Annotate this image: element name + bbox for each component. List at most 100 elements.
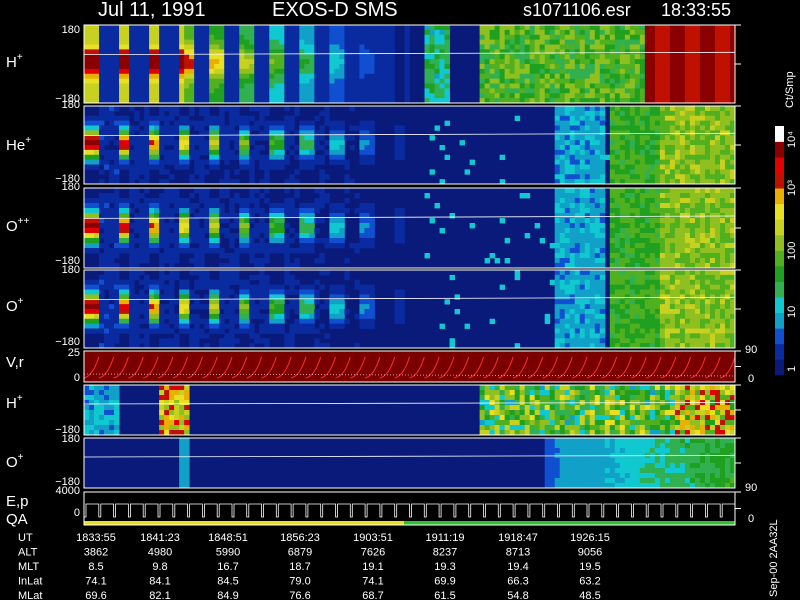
- panel-1-cell: [639, 68, 646, 75]
- panel-2-cell: [234, 115, 240, 122]
- panel-2-cell: [234, 179, 240, 185]
- panel-1-cell: [549, 88, 556, 94]
- panel-1-cell: [489, 59, 496, 65]
- panel-2-cell: [334, 140, 340, 146]
- panel-1-cell: [539, 93, 546, 99]
- panel-2-cell: [259, 154, 265, 161]
- panel-3-cell: [339, 243, 345, 249]
- panel-1-cell: [159, 25, 165, 31]
- panel-1-cell: [364, 83, 370, 89]
- panel-2-cell: [159, 169, 165, 175]
- panel-1-cell: [679, 29, 686, 36]
- panel-1-cell: [529, 73, 536, 80]
- panel-2-cell: [264, 159, 270, 165]
- panel-1-cell: [729, 64, 736, 70]
- panel-4-cell: [114, 284, 120, 290]
- panel-2-cell: [669, 140, 676, 146]
- panel-1-cell: [379, 68, 385, 75]
- panel-2-cell: [314, 154, 320, 161]
- panel-1-cell: [404, 39, 410, 45]
- panel-2-cell: [619, 106, 626, 112]
- panel-3-cell: [114, 253, 120, 259]
- panel-1-cell: [294, 73, 300, 80]
- panel-3-cell: [144, 208, 150, 214]
- panel-1-cell: [259, 39, 265, 45]
- panel-1-cell: [134, 68, 140, 75]
- panel-1-cell: [114, 64, 120, 70]
- panel-1-cell: [89, 54, 95, 60]
- panel-3-cell: [584, 203, 591, 209]
- panel-1-cell: [559, 54, 566, 60]
- panel-1-cell: [189, 73, 195, 80]
- panel-2-cell: [629, 110, 636, 117]
- panel-1-cell: [484, 64, 491, 70]
- panel-4-cell: [114, 270, 120, 276]
- panel-2-cell: [564, 159, 571, 165]
- panel-1-cell: [594, 59, 601, 65]
- panel-1-cell: [629, 39, 636, 45]
- panel-1-cell: [269, 39, 275, 45]
- panel-1-cell: [359, 88, 365, 94]
- panel-1-cell: [604, 88, 611, 94]
- panel-3-cell: [729, 203, 736, 209]
- panel-3-cell: [104, 193, 110, 199]
- panel-2-cell: [619, 174, 626, 180]
- panel-2-cell: [599, 145, 606, 151]
- panel-1-cell: [204, 83, 210, 89]
- panel-1-cell: [544, 64, 551, 70]
- panel-2-cell: [189, 145, 195, 151]
- panel-2-cell: [684, 154, 691, 161]
- panel-1-cell: [569, 78, 576, 84]
- panel-3-cell: [94, 248, 100, 254]
- panel-1-cell: [174, 59, 180, 65]
- panel-3-cell: [174, 203, 180, 209]
- panel-3-cell: [704, 248, 711, 254]
- panel-2-cell: [259, 130, 265, 136]
- panel-1-cell: [404, 64, 410, 70]
- panel-2-cell: [589, 106, 596, 112]
- panel-4-cell: [124, 289, 130, 295]
- panel-1-cell: [609, 25, 616, 31]
- panel-1-cell: [334, 59, 340, 65]
- panel-1-cell: [119, 44, 125, 50]
- panel-2-cell: [654, 125, 661, 131]
- panel-2-cell: [639, 140, 646, 146]
- panel-2-cell: [139, 169, 145, 175]
- panel-1-cell: [89, 98, 95, 104]
- panel-1-cell: [219, 25, 225, 31]
- panel-1-cell: [609, 78, 616, 84]
- panel-1-cell: [659, 29, 666, 36]
- panel-2-cell: [589, 179, 596, 185]
- panel-1-cell: [374, 78, 380, 84]
- panel-4-cell: [174, 338, 180, 344]
- panel-2-cell: [94, 115, 100, 122]
- panel-4-cell: [214, 299, 220, 305]
- panel-1-cell: [234, 29, 240, 36]
- panel-1-cell: [559, 78, 566, 84]
- panel-1-cell: [339, 34, 345, 41]
- panel-3-cell: [579, 238, 586, 244]
- panel-1-cell: [519, 59, 526, 65]
- panel-3-cell: [709, 253, 716, 259]
- panel-4-cell: [84, 309, 90, 315]
- panel-3-cell: [229, 258, 235, 264]
- panel-4-cell: [284, 338, 290, 344]
- panel-3-cell: [99, 198, 105, 204]
- panel-1-cell: [354, 98, 360, 104]
- panel-2-cell: [259, 159, 265, 165]
- panel-2-cell: [694, 154, 701, 161]
- panel-3-cell: [194, 233, 200, 239]
- panel-2-cell: [159, 149, 165, 156]
- panel-1-cell: [299, 68, 305, 75]
- panel-2-cell: [579, 169, 586, 175]
- panel-1-cell: [629, 68, 636, 75]
- panel-4-cell: [129, 328, 135, 334]
- panel-3-cell: [84, 238, 90, 244]
- panel-4-cell: [344, 294, 350, 300]
- panel-2-cell: [629, 179, 636, 185]
- panel-4-cell: [134, 270, 140, 276]
- panel-3-cell: [594, 258, 601, 264]
- panel-2-cell: [634, 149, 641, 156]
- panel-1-cell: [299, 44, 305, 50]
- panel-1-cell: [134, 88, 140, 94]
